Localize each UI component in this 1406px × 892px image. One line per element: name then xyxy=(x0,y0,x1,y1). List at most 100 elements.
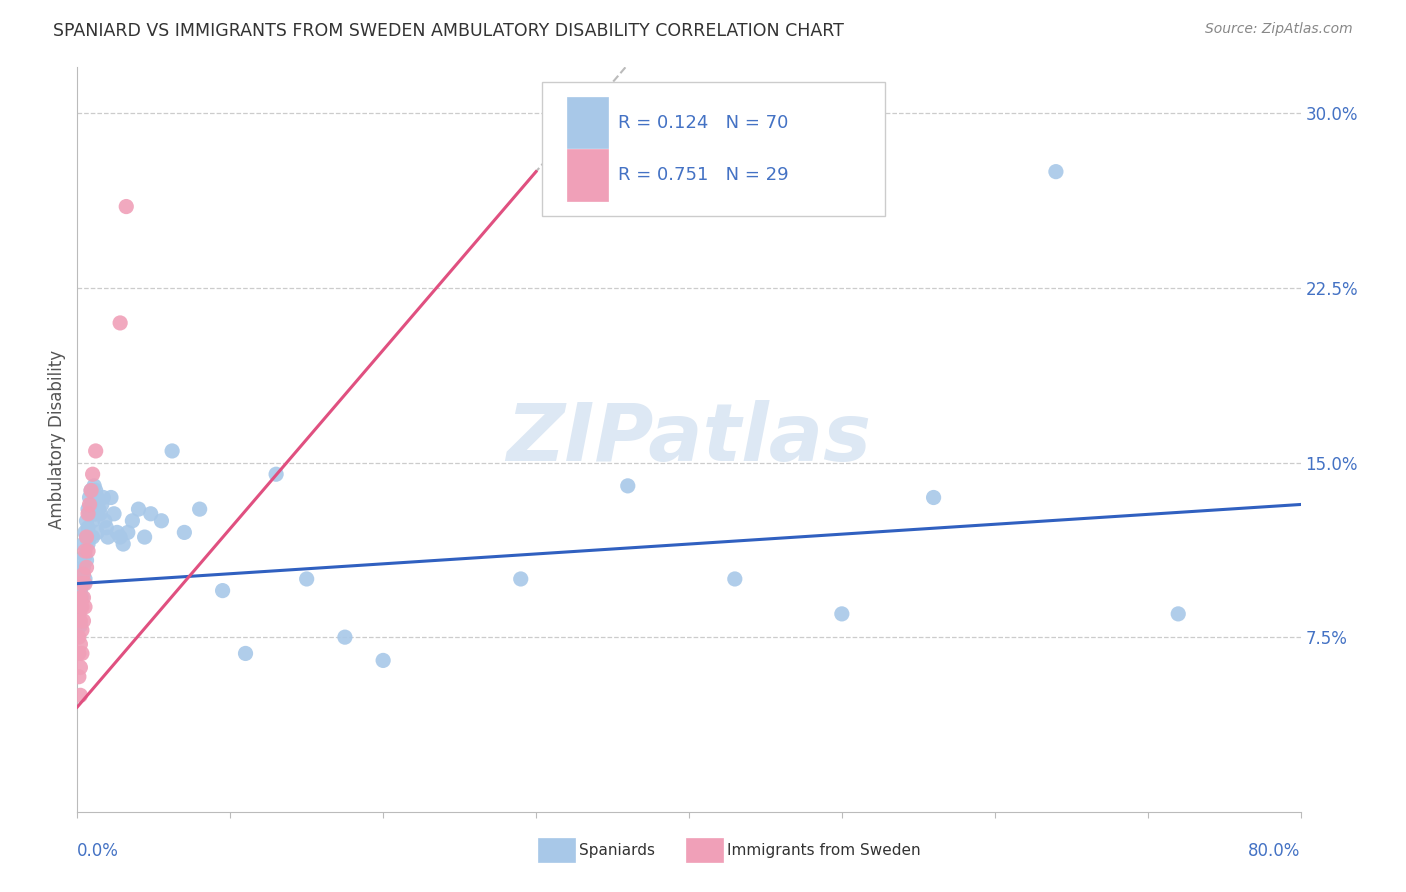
Text: R = 0.124   N = 70: R = 0.124 N = 70 xyxy=(619,114,789,132)
Point xyxy=(82,467,104,482)
Point xyxy=(103,507,125,521)
Point xyxy=(96,521,118,535)
Point xyxy=(73,549,96,563)
Point xyxy=(67,595,90,609)
Point xyxy=(89,507,111,521)
Point xyxy=(69,583,91,598)
Text: Source: ZipAtlas.com: Source: ZipAtlas.com xyxy=(1205,22,1353,37)
Point xyxy=(67,670,90,684)
Point xyxy=(264,467,287,482)
Point xyxy=(67,583,90,598)
Point xyxy=(922,491,945,505)
Point xyxy=(69,567,91,582)
Point xyxy=(831,607,853,621)
Point xyxy=(150,514,173,528)
Point xyxy=(79,530,101,544)
Point xyxy=(84,483,107,498)
Point xyxy=(83,507,105,521)
Point xyxy=(371,653,394,667)
Point xyxy=(94,514,117,528)
Point xyxy=(69,599,91,614)
Point xyxy=(83,479,105,493)
Point xyxy=(188,502,211,516)
Point xyxy=(115,200,138,214)
Point xyxy=(70,576,93,591)
Point xyxy=(77,521,100,535)
Point xyxy=(1167,607,1189,621)
Point xyxy=(87,502,110,516)
Point xyxy=(235,647,257,661)
Point xyxy=(72,591,94,605)
Point xyxy=(76,530,98,544)
FancyBboxPatch shape xyxy=(567,149,609,201)
Point xyxy=(72,576,94,591)
Point xyxy=(127,502,149,516)
Point xyxy=(79,507,101,521)
Point xyxy=(86,525,108,540)
Point xyxy=(72,567,94,582)
Point xyxy=(80,483,103,498)
FancyBboxPatch shape xyxy=(543,82,884,216)
Point xyxy=(67,630,90,644)
Point xyxy=(72,614,94,628)
Point xyxy=(70,553,93,567)
Point xyxy=(90,498,112,512)
Point xyxy=(295,572,318,586)
Point xyxy=(76,514,98,528)
Point xyxy=(70,647,93,661)
Point xyxy=(69,618,91,632)
Point xyxy=(84,444,107,458)
Point xyxy=(69,660,91,674)
Point xyxy=(121,514,143,528)
Point xyxy=(333,630,356,644)
FancyBboxPatch shape xyxy=(567,97,609,148)
Point xyxy=(67,607,90,621)
Point xyxy=(173,525,195,540)
Point xyxy=(79,498,101,512)
Point xyxy=(105,525,128,540)
Text: 0.0%: 0.0% xyxy=(77,841,120,860)
Text: Spaniards: Spaniards xyxy=(579,843,655,857)
Point xyxy=(73,599,96,614)
Point xyxy=(69,689,91,703)
Point xyxy=(86,491,108,505)
Point xyxy=(73,544,96,558)
Point xyxy=(76,553,98,567)
Point xyxy=(70,572,93,586)
Point xyxy=(70,623,93,637)
Point xyxy=(79,491,101,505)
Point xyxy=(100,491,122,505)
Point xyxy=(69,614,91,628)
Point xyxy=(69,637,91,651)
Point xyxy=(73,576,96,591)
Point xyxy=(617,479,640,493)
Point xyxy=(73,525,96,540)
Point xyxy=(1045,164,1067,178)
Point xyxy=(108,530,131,544)
Point xyxy=(724,572,747,586)
Point xyxy=(72,537,94,551)
Point xyxy=(67,647,90,661)
Text: Immigrants from Sweden: Immigrants from Sweden xyxy=(727,843,921,857)
Point xyxy=(77,544,100,558)
Text: SPANIARD VS IMMIGRANTS FROM SWEDEN AMBULATORY DISABILITY CORRELATION CHART: SPANIARD VS IMMIGRANTS FROM SWEDEN AMBUL… xyxy=(53,22,844,40)
Point xyxy=(134,530,156,544)
Point xyxy=(91,491,114,505)
Point xyxy=(80,483,103,498)
Point xyxy=(139,507,162,521)
Point xyxy=(77,502,100,516)
Point xyxy=(117,525,139,540)
Point xyxy=(73,572,96,586)
Point xyxy=(76,530,98,544)
Y-axis label: Ambulatory Disability: Ambulatory Disability xyxy=(48,350,66,529)
Point xyxy=(70,599,93,614)
Point xyxy=(82,498,104,512)
Point xyxy=(97,530,120,544)
Point xyxy=(69,591,91,605)
Point xyxy=(77,507,100,521)
Text: ZIPatlas: ZIPatlas xyxy=(506,401,872,478)
Point xyxy=(509,572,531,586)
Point xyxy=(67,607,90,621)
Text: R = 0.751   N = 29: R = 0.751 N = 29 xyxy=(619,166,789,184)
Point xyxy=(82,514,104,528)
